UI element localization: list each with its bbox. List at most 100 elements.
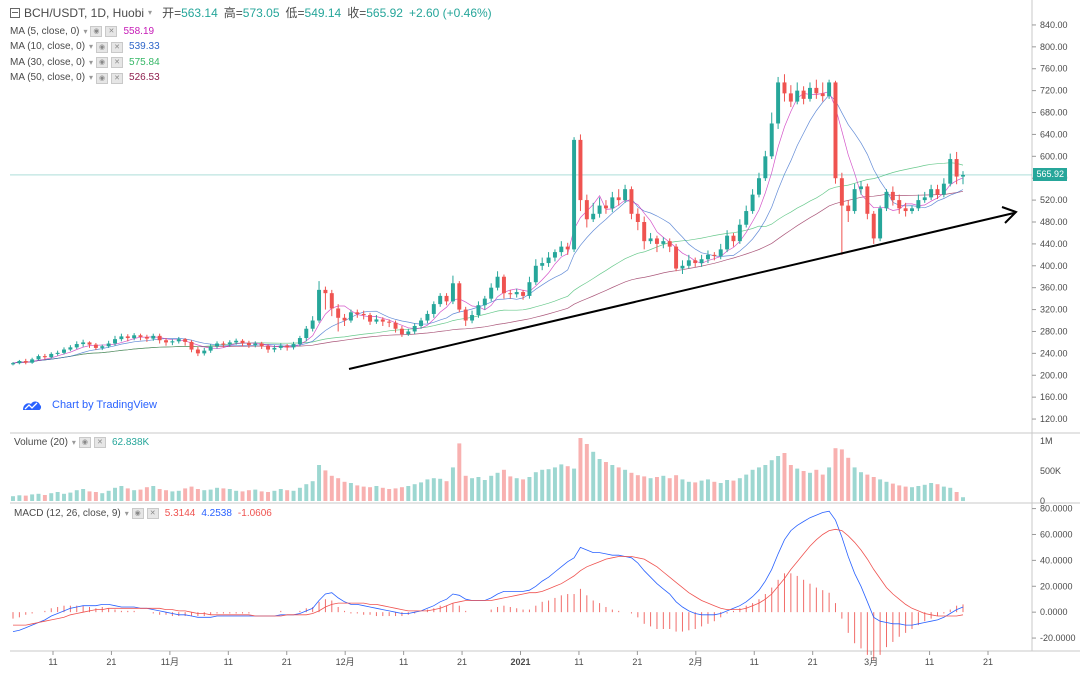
macd-tick-label: 0.0000 [1040,607,1068,617]
close-icon[interactable]: ✕ [111,57,124,69]
time-tick-label: 11 [399,657,408,667]
close-icon[interactable]: ✕ [111,41,124,53]
indicator-row-ma50[interactable]: MA (50, close, 0) ▾ ◉ ✕ 526.53 [10,71,492,87]
indicator-row-ma30[interactable]: MA (30, close, 0) ▾ ◉ ✕ 575.84 [10,55,492,71]
volume-bar [916,486,921,501]
tradingview-watermark[interactable]: Chart by TradingView [22,399,157,411]
eye-icon[interactable]: ◉ [96,41,109,53]
eye-icon[interactable]: ◉ [78,437,91,448]
close-icon[interactable]: ✕ [146,508,159,519]
candle-body [935,189,940,195]
volume-bar [546,469,551,501]
candle-body [23,361,28,363]
volume-bar [597,459,602,501]
candle-body [329,293,334,309]
indicator-label[interactable]: MA (5, close, 0) [10,25,80,37]
macd-label[interactable]: MACD (12, 26, close, 9) [14,508,121,519]
price-tick-label: 800.00 [1040,42,1068,52]
dropdown-caret-icon[interactable]: ▾ [89,42,94,52]
macd-tick-label: 80.0000 [1040,504,1073,514]
candle-body [501,276,506,294]
eye-icon[interactable]: ◉ [90,26,103,38]
dropdown-caret-icon[interactable]: ▾ [71,438,76,447]
low-label: 低= [285,6,305,20]
candle-body [718,249,723,256]
candle-body [871,213,876,239]
price-tick-label: 440.00 [1040,239,1068,249]
price-tick-label: 200.00 [1040,370,1068,380]
candle-body [591,213,596,220]
change-value: +2.60 (+0.46%) [408,6,492,20]
candle-body [820,93,825,97]
candle-body [68,347,73,350]
volume-bar [552,467,557,501]
candle-body [272,347,277,350]
dropdown-caret-icon[interactable]: ▾ [83,26,88,36]
candle-body [839,178,844,206]
volume-bar [463,475,468,501]
indicator-label[interactable]: MA (50, close, 0) [10,72,86,84]
candle-body [259,343,264,347]
volume-bar [718,483,723,501]
volume-bar [406,486,411,501]
volume-bar [157,489,162,501]
volume-bar [144,487,149,501]
volume-bar [584,444,589,501]
macd-line [12,510,964,632]
candle-body [399,328,404,335]
last-price-tag: 565.92 [1033,168,1067,182]
ma-10-line [12,94,964,364]
volume-bar [693,482,698,501]
indicator-row-ma10[interactable]: MA (10, close, 0) ▾ ◉ ✕ 539.33 [10,40,492,56]
volume-bar [310,481,315,501]
candle-body [278,345,283,348]
dropdown-caret-icon[interactable]: ▾ [124,509,129,518]
volume-bar [578,438,583,501]
candle-body [642,222,647,242]
collapse-icon[interactable] [10,8,20,18]
candle-body [540,263,545,266]
volume-bar [132,490,137,501]
watermark-text[interactable]: Chart by TradingView [52,399,157,411]
candle-body [189,341,194,350]
legend-panel: BCH/USDT, 1D, Huobi ▾ 开= 563.14 高= 573.05 … [10,2,492,86]
close-icon[interactable]: ✕ [111,72,124,84]
eye-icon[interactable]: ◉ [96,57,109,69]
dropdown-caret-icon[interactable]: ▾ [89,57,94,67]
volume-bar [17,495,22,501]
dropdown-caret-icon[interactable]: ▾ [148,8,153,17]
volume-bar [508,476,513,501]
candle-body [648,238,653,242]
volume-bar [119,486,124,501]
candle-body [438,295,443,305]
eye-icon[interactable]: ◉ [131,508,144,519]
volume-bar [699,480,704,501]
volume-bar [814,469,819,501]
close-icon[interactable]: ✕ [93,437,106,448]
symbol-label[interactable]: BCH/USDT, 1D, Huobi [24,6,145,20]
close-icon[interactable]: ✕ [105,26,118,38]
candle-body [527,282,532,296]
candle-body [482,298,487,306]
volume-bar [23,495,28,501]
volume-label[interactable]: Volume (20) [14,437,68,448]
candle-body [623,189,628,201]
candle-body [782,82,787,94]
indicator-label[interactable]: MA (10, close, 0) [10,41,86,53]
dropdown-caret-icon[interactable]: ▾ [89,73,94,83]
eye-icon[interactable]: ◉ [96,72,109,84]
volume-bar [49,493,54,501]
indicator-label[interactable]: MA (30, close, 0) [10,56,86,68]
volume-legend[interactable]: Volume (20) ▾ ◉ ✕ 62.838K [14,437,149,448]
macd-legend[interactable]: MACD (12, 26, close, 9) ▾ ◉ ✕ 5.3144 4.2… [14,508,272,519]
candle-body [132,335,137,339]
candle-body [578,139,583,201]
high-value: 573.05 [242,6,280,20]
volume-bar [431,478,436,501]
volume-bar [705,479,710,501]
volume-bar [240,491,245,501]
volume-bar [731,480,736,501]
volume-bar [189,486,194,501]
indicator-row-ma5[interactable]: MA (5, close, 0) ▾ ◉ ✕ 558.19 [10,24,492,40]
